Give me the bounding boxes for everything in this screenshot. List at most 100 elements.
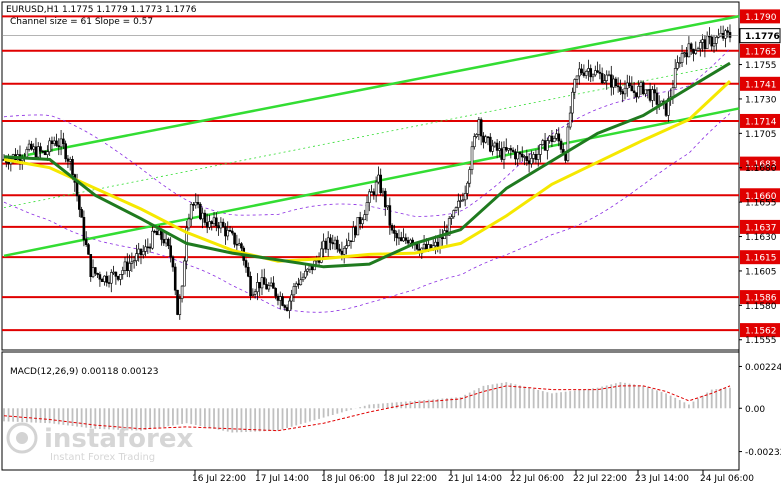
macd-histogram-bar	[523, 386, 526, 409]
candle-body	[543, 140, 547, 151]
macd-histogram-bar	[126, 408, 129, 431]
candle-body	[176, 289, 179, 315]
macd-histogram-bar	[199, 408, 202, 426]
candle-body	[94, 267, 97, 274]
macd-histogram-bar	[710, 389, 713, 409]
macd-histogram-bar	[546, 392, 549, 409]
candle-body	[409, 239, 412, 244]
macd-histogram-bar	[254, 408, 257, 432]
candle-body	[701, 39, 704, 43]
candle-body	[278, 296, 282, 301]
candle-body	[256, 282, 259, 293]
candle-body	[415, 243, 419, 250]
current-price-marker: 1.1776	[2, 28, 781, 44]
macd-histogram-bar	[322, 408, 325, 418]
candle-body	[352, 227, 355, 242]
macd-histogram-bar	[71, 408, 74, 426]
level-label: 1.1714	[745, 117, 777, 127]
candle-body	[308, 265, 312, 270]
macd-histogram-bar	[555, 392, 558, 409]
macd-histogram-bar	[103, 408, 106, 430]
candle-body	[555, 133, 558, 139]
time-tick-label: 17 Jul 14:00	[255, 474, 309, 484]
candle-body	[402, 237, 405, 242]
symbol-header: EURUSD,H1 1.1775 1.1779 1.1773 1.1776	[6, 5, 197, 15]
candle-body	[132, 260, 136, 263]
macd-histogram-bar	[491, 384, 494, 409]
candle-body	[139, 248, 143, 256]
level-label: 1.1765	[745, 47, 777, 57]
candle-body	[153, 230, 156, 233]
candle-body	[48, 140, 51, 153]
macd-histogram-bar	[53, 408, 56, 424]
candle-body	[235, 243, 239, 246]
candle-body	[559, 140, 563, 150]
macd-histogram-bar	[57, 408, 60, 425]
candle-body	[457, 200, 460, 208]
candle-body	[290, 294, 293, 302]
candle-body	[550, 135, 554, 143]
macd-histogram-bar	[258, 408, 261, 432]
macd-tick-label: -0.00232	[745, 448, 781, 458]
macd-histogram-bar	[519, 385, 521, 409]
fast-ma-line	[3, 61, 731, 269]
macd-histogram-bar	[528, 387, 530, 409]
macd-histogram-bar	[363, 405, 366, 409]
candle-body	[55, 140, 58, 146]
candle-body	[655, 92, 659, 105]
macd-histogram-bar	[76, 408, 78, 427]
candle-body	[221, 221, 225, 228]
candle-body	[616, 85, 620, 88]
candle-body	[210, 221, 214, 224]
candle-body	[25, 149, 29, 158]
candle-body	[116, 276, 120, 280]
macd-histogram-bar	[94, 408, 97, 429]
candle-body	[130, 261, 134, 264]
macd-histogram-bar	[459, 397, 462, 409]
candle-body	[212, 217, 216, 224]
candle-body	[370, 191, 373, 193]
current-price-label: 1.1776	[745, 32, 780, 42]
candle-body	[511, 149, 515, 152]
candle-body	[244, 260, 248, 268]
candle-body	[689, 43, 693, 50]
candle-body	[306, 268, 309, 272]
candle-body	[32, 146, 35, 150]
candle-body	[84, 239, 88, 245]
watermark-brand: instaforex	[44, 424, 194, 454]
candle-body	[107, 282, 111, 284]
candle-body	[374, 181, 378, 196]
time-tick-label: 22 Jul 06:00	[510, 474, 564, 484]
candle-body	[646, 89, 650, 91]
candle-body	[50, 140, 54, 145]
candle-body	[632, 90, 636, 93]
candle-body	[614, 78, 618, 87]
macd-histogram-bar	[646, 387, 649, 409]
level-label: 1.1790	[745, 13, 777, 23]
candle-body	[728, 32, 732, 38]
macd-histogram-bar	[117, 408, 120, 430]
macd-histogram-bar	[222, 408, 225, 431]
level-label: 1.1586	[745, 294, 777, 304]
macd-histogram-bar	[377, 403, 380, 409]
candle-body	[447, 218, 451, 236]
candle-body	[605, 74, 609, 81]
candle-body	[82, 217, 86, 240]
candle-body	[297, 283, 300, 286]
candle-body	[66, 158, 70, 162]
candle-body	[367, 191, 371, 203]
candle-body	[470, 146, 474, 170]
candle-body	[568, 112, 572, 128]
candle-body	[194, 202, 198, 206]
macd-histogram-bar	[295, 408, 298, 426]
candle-body	[324, 240, 328, 250]
candle-body	[580, 68, 583, 74]
candle-body	[276, 295, 280, 301]
candle-body	[251, 293, 255, 297]
macd-histogram-bar	[418, 400, 421, 409]
level-label: 1.1615	[745, 254, 777, 264]
candle-body	[205, 222, 209, 228]
macd-histogram-bar	[537, 389, 540, 409]
price-tick-label: 1.1555	[745, 336, 777, 346]
candle-body	[530, 158, 533, 164]
